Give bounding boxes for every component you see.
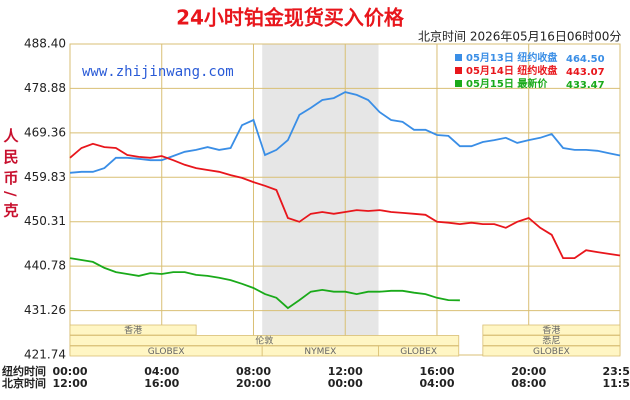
x-tick-label: 00:00 [52,365,87,378]
y-tick-label: 431.26 [24,303,66,317]
x-row-label: 北京时间 [2,376,46,390]
session-bar [482,335,621,346]
y-tick-label: 459.83 [24,170,66,184]
x-tick-label: 12:00 [328,365,363,378]
session-bar [482,345,621,357]
session-label: 香港 [124,324,142,336]
series-line [69,91,621,174]
series-line [69,257,460,310]
x-tick-label: 04:00 [144,365,179,378]
x-row-label: 纽约时间 [2,364,46,378]
x-tick-label: 20:00 [511,365,546,378]
y-tick-label: 469.36 [24,125,66,139]
x-tick-label: 20:00 [236,377,271,390]
legend-swatch [455,54,462,61]
legend-value: 464.50 [566,54,605,65]
x-tick-label: 08:00 [236,365,271,378]
watermark: www.zhijinwang.com [82,64,234,80]
x-tick-label: 16:00 [419,365,454,378]
x-tick-label: 08:00 [511,377,546,390]
subtitle: 北京时间 2026年05月16日06时00分 [418,30,621,44]
y-axis-title: 人民币/克 [2,128,20,223]
session-label: GLOBEX [400,347,437,357]
x-tick-label: 16:00 [144,377,179,390]
series-line [69,142,621,259]
legend-label: 05月13日 纽约收盘 [466,51,557,64]
x-tick-label: 12:00 [52,377,87,390]
y-tick-label: 440.78 [24,259,66,273]
session-bar [378,345,460,357]
legend-swatch [455,80,462,87]
chart-title: 24小时铂金现货买入价格 [176,6,405,30]
x-tick-label: 23:59 [602,365,630,378]
legend-value: 433.47 [566,80,605,91]
y-tick-label: 488.40 [24,37,66,51]
legend-label: 05月15日 最新价 [466,77,548,90]
session-bar [69,324,197,336]
x-tick-label: 11:59 [602,377,630,390]
x-tick-label: 04:00 [419,377,454,390]
session-label: NYMEX [304,347,336,357]
session-label: 悉尼 [542,335,560,347]
session-label: 伦敦 [255,335,273,347]
session-label: 香港 [542,324,560,336]
session-label: GLOBEX [148,347,185,357]
legend-swatch [455,67,462,74]
y-tick-label: 421.74 [24,348,66,362]
session-bar [69,335,460,346]
legend-value: 443.07 [566,67,605,78]
y-tick-label: 450.31 [24,214,66,228]
x-tick-label: 00:00 [328,377,363,390]
y-tick-label: 478.88 [24,81,66,95]
legend-label: 05月14日 纽约收盘 [466,64,557,77]
session-bar [482,324,621,336]
session-label: GLOBEX [533,347,570,357]
